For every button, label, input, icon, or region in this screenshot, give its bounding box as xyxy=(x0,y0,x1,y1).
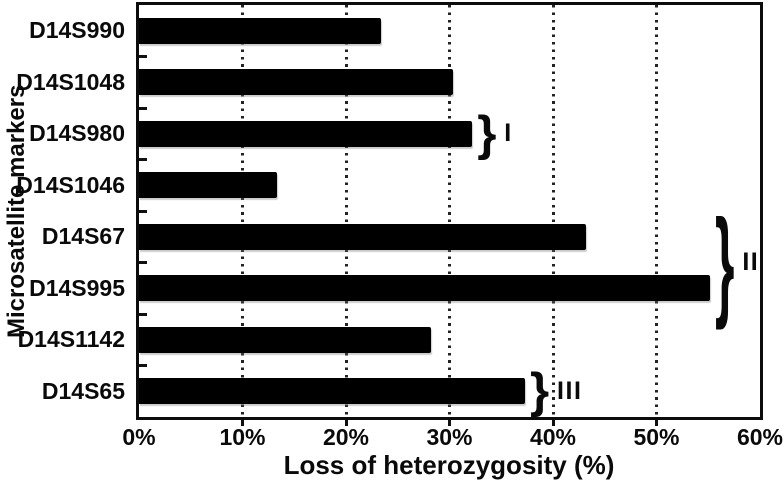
y-tick-label-D14S67: D14S67 xyxy=(41,223,125,250)
y-axis-minor-tick xyxy=(139,364,147,367)
gridline-30% xyxy=(448,5,451,417)
x-axis-tick xyxy=(241,420,244,426)
x-tick-label-50%: 50% xyxy=(633,424,680,450)
bar-row-D14S990 xyxy=(139,5,760,57)
y-tick-label-D14S980: D14S980 xyxy=(29,120,125,147)
x-axis-tick xyxy=(551,420,555,426)
group-I-label: I xyxy=(504,119,513,148)
gridline-50% xyxy=(655,5,658,417)
bar-D14S980 xyxy=(139,120,473,147)
x-tick-label-10%: 10% xyxy=(219,424,266,450)
bar-row-D14S980 xyxy=(139,108,760,160)
x-tick-label-20%: 20% xyxy=(322,424,370,450)
x-axis-title: Loss of heterozygosity (%) xyxy=(283,450,615,480)
x-axis-tick xyxy=(344,420,348,426)
y-axis-minor-tick xyxy=(139,158,147,161)
bar-row-D14S995 xyxy=(139,263,760,315)
y-axis-minor-tick xyxy=(139,55,147,58)
bar-D14S1048 xyxy=(139,69,453,96)
gridline-10% xyxy=(241,5,244,417)
bar-D14S1142 xyxy=(139,326,431,353)
bar-D14S1046 xyxy=(139,172,277,199)
bar-row-D14S1046 xyxy=(139,160,760,212)
y-tick-label-D14S1048: D14S1048 xyxy=(16,68,125,95)
y-axis-minor-tick xyxy=(139,312,147,316)
x-axis-tick xyxy=(448,420,451,426)
bar-D14S67 xyxy=(139,223,587,250)
bar-D14S990 xyxy=(139,17,382,44)
bar-row-D14S65 xyxy=(139,366,760,418)
y-axis-minor-tick xyxy=(139,209,147,213)
x-tick-label-60%: 60% xyxy=(736,424,784,450)
y-tick-label-D14S990: D14S990 xyxy=(29,17,125,44)
bar-D14S995 xyxy=(139,275,711,302)
group-III-label: III xyxy=(557,376,583,405)
y-tick-label-D14S1142: D14S1142 xyxy=(17,326,125,353)
x-tick-label-40%: 40% xyxy=(529,424,577,450)
bar-row-D14S67 xyxy=(139,211,760,263)
group-II-label: II xyxy=(742,248,760,276)
bar-row-D14S1048 xyxy=(139,57,760,109)
x-axis-tick xyxy=(655,420,658,426)
y-axis-minor-tick xyxy=(139,106,147,110)
y-tick-label-D14S995: D14S995 xyxy=(29,274,125,301)
gridline-40% xyxy=(551,5,555,417)
x-tick-label-0%: 0% xyxy=(122,424,156,450)
gridline-20% xyxy=(344,5,348,417)
bar-D14S65 xyxy=(139,378,526,405)
y-tick-label-D14S1046: D14S1046 xyxy=(16,171,125,198)
y-axis-minor-tick xyxy=(139,261,147,264)
y-tick-labels: D14S990 D14S1048 D14S980 D14S1046 D14S67 D14S… xyxy=(0,5,131,417)
bar-row-D14S1142 xyxy=(139,314,760,366)
y-tick-label-D14S65: D14S65 xyxy=(41,377,125,404)
plot-inner-area: } I} II} III xyxy=(139,5,760,417)
x-tick-label-30%: 30% xyxy=(426,424,473,450)
